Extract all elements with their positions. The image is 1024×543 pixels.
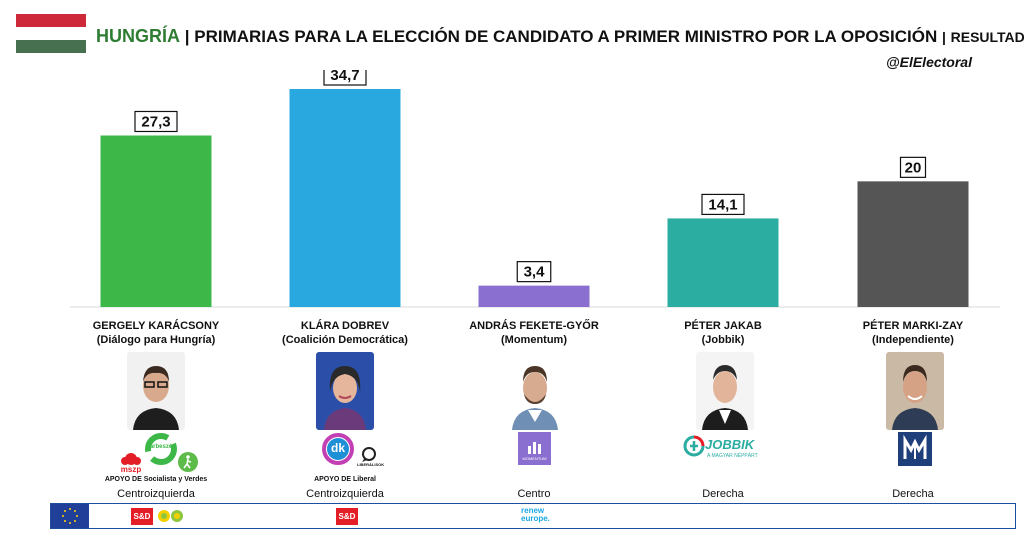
- candidate-label-karacsony: GERGELY KARÁCSONY (Diálogo para Hungría): [76, 319, 236, 347]
- candidate-photo-dobrev: [316, 352, 374, 430]
- results-bar-chart: 27,3 34,7 3,4 14,1 20: [70, 70, 1000, 308]
- renew-text: renew: [521, 506, 545, 515]
- page-title: HUNGRÍA | PRIMARIAS PARA LA ELECCIÓN DE …: [96, 26, 1024, 47]
- support-text-dobrev: APOYO DE Liberal: [314, 476, 376, 483]
- dk-ring-icon: [322, 433, 354, 465]
- candidate-label-marki-zay: PÉTER MARKI-ZAY (Independiente): [833, 319, 993, 347]
- ideology-dobrev: Centroizquierda: [306, 488, 384, 500]
- liberalisok-logo: LIBERÁLISOK: [357, 446, 385, 470]
- momentum-bars-icon: [528, 442, 541, 454]
- dk-text: dk: [330, 441, 345, 455]
- mmm-letter-icon: [903, 434, 927, 459]
- bar-3: [478, 285, 590, 307]
- ideology-fekete-gyor: Centro: [517, 488, 551, 500]
- eu-groups-bar: S&D S&D renew europe.: [50, 503, 1016, 529]
- data-label-1: 27,3: [141, 113, 170, 130]
- sd-badge-karacsony: S&D: [131, 508, 153, 525]
- data-label-4: 14,1: [708, 196, 737, 213]
- candidate-party: (Diálogo para Hungría): [96, 334, 216, 346]
- country-label: HUNGRÍA: [96, 26, 180, 46]
- candidate-label-dobrev: KLÁRA DOBREV (Coalición Democrática): [265, 319, 425, 347]
- liberalisok-text: LIBERÁLISOK: [357, 462, 385, 467]
- jobbik-cross-icon: [683, 435, 705, 457]
- candidate-name: PÉTER JAKAB: [684, 320, 762, 332]
- data-label-5: 20: [905, 159, 922, 176]
- liberalisok-bubble-icon: [362, 447, 376, 462]
- candidate-party: (Independiente): [872, 334, 954, 346]
- candidate-photo-karacsony: [127, 352, 185, 430]
- candidate-photo-fekete-gyor: [506, 352, 564, 430]
- candidate-party: (Momentum): [501, 334, 567, 346]
- ideology-karacsony: Centroizquierda: [117, 488, 195, 500]
- author-handle: @ElElectoral: [885, 54, 972, 70]
- candidate-photo-marki-zay: [886, 352, 944, 430]
- walk-icon: [178, 452, 198, 472]
- data-label-box-5: [899, 156, 927, 178]
- candidate-name: ANDRÁS FEKETE-GYŐR: [469, 320, 599, 332]
- momentum-text: MOMENTUM: [522, 456, 547, 461]
- title-subtitle: RESULTADOS: [950, 29, 1024, 45]
- mszp-text: mszp: [120, 465, 142, 474]
- candidate-label-jakab: PÉTER JAKAB (Jobbik): [643, 319, 803, 347]
- data-label-3: 3,4: [524, 264, 546, 281]
- candidate-photo-jakab: [696, 352, 754, 430]
- hungary-flag: [16, 14, 86, 53]
- support-text-karacsony: APOYO DE Socialista y Verdes: [104, 476, 208, 483]
- greens-sun-icon: [155, 507, 185, 525]
- candidate-label-fekete-gyor: ANDRÁS FEKETE-GYŐR (Momentum): [454, 319, 614, 347]
- data-label-box-2: [323, 70, 367, 86]
- candidate-party: (Jobbik): [701, 334, 745, 346]
- flag-green-stripe: [16, 40, 86, 53]
- data-label-box-3: [516, 261, 552, 283]
- ideology-marki-zay: Derecha: [892, 488, 934, 500]
- candidate-name: GERGELY KARÁCSONY: [92, 320, 220, 332]
- momentum-logo: MOMENTUM: [518, 432, 551, 465]
- data-label-box-4: [701, 193, 745, 216]
- flag-white-stripe: [16, 27, 86, 40]
- ideology-jakab: Derecha: [702, 488, 744, 500]
- parbeszed-logo: párbeszéd: [144, 432, 178, 466]
- sd-badge-dobrev: S&D: [336, 508, 358, 525]
- renew-europe-logo: renew europe.: [521, 507, 571, 527]
- mmm-logo: [898, 432, 932, 466]
- bar-2: [289, 89, 401, 307]
- eu-flag-icon: [51, 504, 89, 528]
- mszp-flower-icon: [121, 453, 141, 465]
- title-text: PRIMARIAS PARA LA ELECCIÓN DE CANDIDATO …: [194, 27, 938, 46]
- title-separator-2: |: [941, 29, 946, 45]
- jobbik-logo: JOBBIK A MAGYAR NÉPPÁRT: [683, 435, 763, 463]
- parbeszed-text: párbeszéd: [146, 444, 176, 450]
- bar-4: [667, 218, 779, 307]
- bar-1: [100, 135, 212, 307]
- candidate-name: PÉTER MARKI-ZAY: [862, 320, 964, 332]
- data-label-box-1: [134, 110, 178, 133]
- data-label-2: 34,7: [330, 70, 359, 84]
- parbeszed-ring-icon: [145, 433, 177, 465]
- candidate-name: KLÁRA DOBREV: [300, 320, 390, 332]
- bar-5: [857, 181, 969, 307]
- flag-red-stripe: [16, 14, 86, 27]
- dk-logo: dk: [321, 432, 355, 466]
- title-separator: |: [184, 27, 190, 46]
- mszp-logo: mszp: [118, 452, 144, 474]
- europe-text: europe.: [521, 514, 550, 523]
- jobbik-subtext: A MAGYAR NÉPPÁRT: [707, 453, 758, 459]
- jobbik-text: JOBBIK: [705, 437, 755, 452]
- candidate-party: (Coalición Democrática): [282, 334, 408, 346]
